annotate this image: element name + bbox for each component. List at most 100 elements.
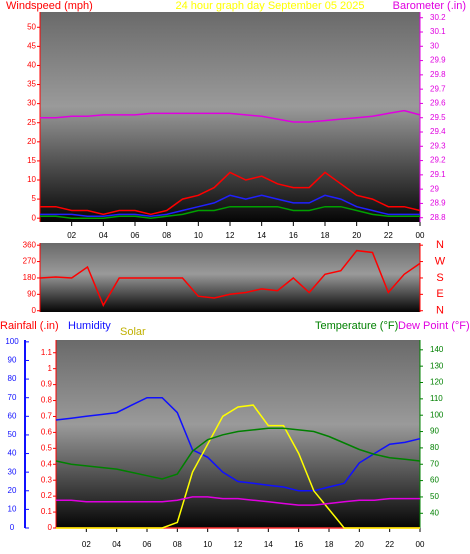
series-line [55, 396, 421, 492]
tick-label: N [436, 305, 444, 317]
y2-axis-label: Barometer (.in) [393, 0, 466, 12]
x-tick-label: 12 [226, 231, 235, 240]
x-tick-label: 00 [416, 540, 425, 549]
x-tick-label: 14 [264, 540, 273, 549]
tick-label: 30.1 [430, 27, 446, 36]
x-tick-label: 06 [143, 540, 152, 549]
tick-label: 10 [27, 175, 36, 184]
tick-label: 10 [8, 504, 17, 513]
x-tick-label: 06 [131, 231, 140, 240]
tick-label: 270 [23, 257, 37, 266]
tick-label: E [436, 288, 443, 300]
tick-label: 0 [10, 523, 15, 532]
tick-label: 140 [430, 345, 444, 354]
tick-label: N [436, 239, 444, 251]
tick-label: 0.4 [41, 459, 53, 468]
tick-label: 20 [8, 486, 17, 495]
tick-label: 0 [32, 306, 37, 315]
tick-label: 45 [27, 41, 36, 50]
tick-label: 5 [32, 194, 37, 203]
tick-label: 29.8 [430, 70, 446, 79]
tick-label: 0.5 [41, 443, 53, 452]
tick-label: 40 [27, 61, 36, 70]
tick-label: W [435, 255, 446, 267]
tick-label: 29.9 [430, 56, 446, 65]
tick-label: 29.1 [430, 170, 446, 179]
series-line [40, 205, 420, 219]
x-tick-label: 22 [384, 231, 393, 240]
x-tick-label: 18 [321, 231, 330, 240]
series-line [40, 109, 421, 123]
series-line [56, 496, 420, 506]
legend-entry: Rainfall (.in) [0, 320, 59, 332]
x-tick-label: 10 [194, 231, 203, 240]
x-tick-label: 02 [82, 540, 91, 549]
tick-label: 29.2 [430, 156, 446, 165]
tick-label: 1 [48, 364, 53, 373]
x-tick-label: 08 [162, 231, 171, 240]
series-line [40, 194, 420, 218]
x-tick-label: 20 [352, 231, 361, 240]
tick-label: 100 [5, 337, 19, 346]
tick-label: 80 [8, 374, 17, 383]
tick-label: 40 [430, 508, 439, 517]
tick-label: 30 [430, 41, 439, 50]
legend-entry: Dew Point (°F) [398, 320, 470, 332]
x-tick-label: 08 [173, 540, 182, 549]
tick-label: 90 [430, 427, 439, 436]
tick-label: 70 [8, 393, 17, 402]
tick-label: 20 [27, 137, 36, 146]
series-line [40, 171, 421, 216]
tick-label: 100 [430, 410, 444, 419]
tick-label: 90 [27, 289, 36, 298]
plot-bg [40, 243, 420, 312]
tick-label: 0.8 [41, 396, 53, 405]
tick-label: 0.3 [41, 475, 53, 484]
series-line [39, 249, 421, 307]
tick-label: 90 [8, 356, 17, 365]
tick-label: 360 [23, 240, 37, 249]
x-tick-label: 00 [416, 231, 425, 240]
plot-bg [56, 340, 420, 528]
tick-label: 30 [27, 99, 36, 108]
x-tick-label: 10 [203, 540, 212, 549]
chart-title: 24 hour graph day September 05 2025 [176, 0, 365, 12]
tick-label: 29.4 [430, 127, 446, 136]
tick-label: 70 [430, 459, 439, 468]
tick-label: 180 [23, 273, 37, 282]
tick-label: 0.7 [41, 412, 53, 421]
tick-label: 0.9 [41, 380, 53, 389]
x-tick-label: 18 [325, 540, 334, 549]
legend-entry: Temperature (°F) [315, 320, 398, 332]
tick-label: 0.2 [41, 491, 53, 500]
tick-label: 29.3 [430, 141, 446, 150]
tick-label: 0.6 [41, 428, 53, 437]
x-tick-label: 12 [234, 540, 243, 549]
y-axis-label: Windspeed (mph) [6, 0, 93, 12]
tick-label: 29 [430, 184, 439, 193]
tick-label: 120 [430, 378, 444, 387]
series-line [56, 404, 420, 529]
tick-label: 29.6 [430, 99, 446, 108]
tick-label: 0 [48, 523, 53, 532]
tick-label: 60 [430, 476, 439, 485]
series-line [55, 427, 421, 480]
tick-label: 25 [27, 118, 36, 127]
tick-label: 35 [27, 80, 36, 89]
x-tick-label: 14 [257, 231, 266, 240]
tick-label: 0 [32, 213, 37, 222]
tick-label: 1.1 [41, 348, 53, 357]
tick-label: 80 [430, 443, 439, 452]
x-tick-label: 20 [355, 540, 364, 549]
x-tick-label: 22 [385, 540, 394, 549]
tick-label: 50 [27, 22, 36, 31]
x-tick-label: 02 [67, 231, 76, 240]
tick-label: 130 [430, 361, 444, 370]
tick-label: 15 [27, 156, 36, 165]
tick-label: 29.5 [430, 113, 446, 122]
x-tick-label: 16 [289, 231, 298, 240]
tick-label: 50 [8, 430, 17, 439]
tick-label: 28.9 [430, 199, 446, 208]
tick-label: 40 [8, 449, 17, 458]
